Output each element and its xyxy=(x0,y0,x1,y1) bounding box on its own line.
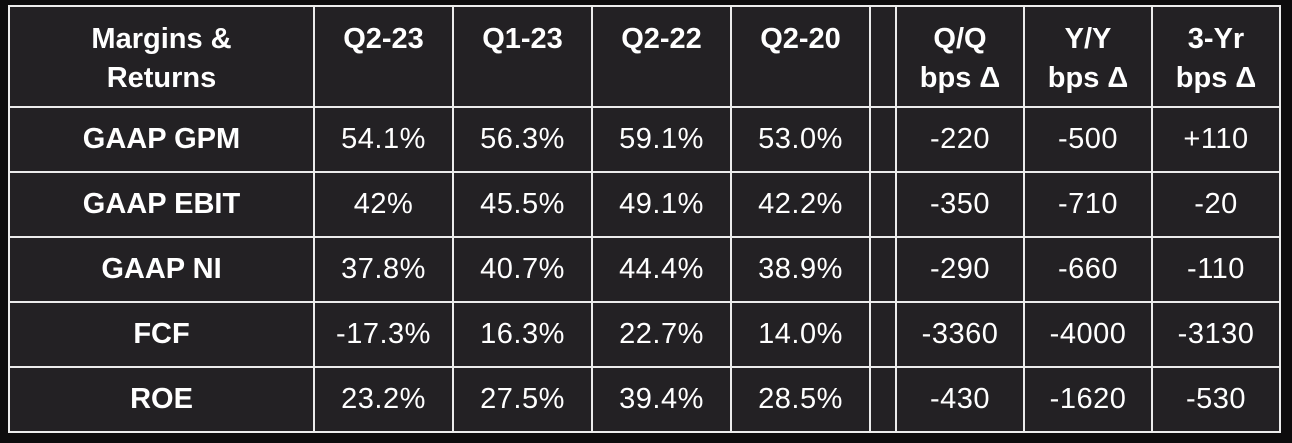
header-row: Margins & Returns Q2-23 Q1-23 Q2-22 Q2-2… xyxy=(8,5,1281,108)
cell-delta: -350 xyxy=(895,171,1025,238)
cell-value: 38.9% xyxy=(730,236,871,303)
row-label: GAAP NI xyxy=(8,236,315,303)
cell-delta: -110 xyxy=(1151,236,1281,303)
cell-value: 22.7% xyxy=(591,301,732,368)
margins-returns-table: Margins & Returns Q2-23 Q1-23 Q2-22 Q2-2… xyxy=(8,5,1281,433)
cell-value: 59.1% xyxy=(591,106,732,173)
cell-delta: -530 xyxy=(1151,366,1281,433)
cell-value: 54.1% xyxy=(313,106,454,173)
cell-delta: -500 xyxy=(1023,106,1153,173)
cell-value: 27.5% xyxy=(452,366,593,433)
row-label: GAAP GPM xyxy=(8,106,315,173)
cell-delta: -3130 xyxy=(1151,301,1281,368)
header-q1-23: Q1-23 xyxy=(452,5,593,108)
header-3yr-bps-delta: 3-Yr bps Δ xyxy=(1151,5,1281,108)
table-row-gaap-ebit: GAAP EBIT 42% 45.5% 49.1% 42.2% -350 -71… xyxy=(8,171,1281,238)
row-label: FCF xyxy=(8,301,315,368)
cell-value: 28.5% xyxy=(730,366,871,433)
table-container: Margins & Returns Q2-23 Q1-23 Q2-22 Q2-2… xyxy=(8,5,1281,433)
cell-delta: -430 xyxy=(895,366,1025,433)
cell-delta: -1620 xyxy=(1023,366,1153,433)
header-q2-23: Q2-23 xyxy=(313,5,454,108)
table-row-gaap-gpm: GAAP GPM 54.1% 56.3% 59.1% 53.0% -220 -5… xyxy=(8,106,1281,173)
spacer-cell xyxy=(869,106,897,173)
spacer-cell xyxy=(869,236,897,303)
cell-value: 44.4% xyxy=(591,236,732,303)
cell-value: 42.2% xyxy=(730,171,871,238)
cell-value: 39.4% xyxy=(591,366,732,433)
cell-value: 42% xyxy=(313,171,454,238)
cell-value: 37.8% xyxy=(313,236,454,303)
cell-value: 16.3% xyxy=(452,301,593,368)
spacer-cell xyxy=(869,5,897,108)
spacer-cell xyxy=(869,171,897,238)
header-qq-bps-delta: Q/Q bps Δ xyxy=(895,5,1025,108)
cell-delta: -4000 xyxy=(1023,301,1153,368)
cell-delta: -290 xyxy=(895,236,1025,303)
cell-delta: -660 xyxy=(1023,236,1153,303)
row-label: ROE xyxy=(8,366,315,433)
cell-delta: +110 xyxy=(1151,106,1281,173)
header-margins-returns: Margins & Returns xyxy=(8,5,315,108)
cell-value: 56.3% xyxy=(452,106,593,173)
row-label: GAAP EBIT xyxy=(8,171,315,238)
cell-value: 23.2% xyxy=(313,366,454,433)
cell-value: 14.0% xyxy=(730,301,871,368)
cell-value: 45.5% xyxy=(452,171,593,238)
cell-delta: -710 xyxy=(1023,171,1153,238)
table-row-fcf: FCF -17.3% 16.3% 22.7% 14.0% -3360 -4000… xyxy=(8,301,1281,368)
spacer-cell xyxy=(869,366,897,433)
table-row-roe: ROE 23.2% 27.5% 39.4% 28.5% -430 -1620 -… xyxy=(8,366,1281,433)
spacer-cell xyxy=(869,301,897,368)
cell-value: 49.1% xyxy=(591,171,732,238)
cell-value: 53.0% xyxy=(730,106,871,173)
header-q2-22: Q2-22 xyxy=(591,5,732,108)
header-yy-bps-delta: Y/Y bps Δ xyxy=(1023,5,1153,108)
header-q2-20: Q2-20 xyxy=(730,5,871,108)
cell-delta: -20 xyxy=(1151,171,1281,238)
cell-value: 40.7% xyxy=(452,236,593,303)
cell-delta: -3360 xyxy=(895,301,1025,368)
cell-delta: -220 xyxy=(895,106,1025,173)
table-row-gaap-ni: GAAP NI 37.8% 40.7% 44.4% 38.9% -290 -66… xyxy=(8,236,1281,303)
cell-value: -17.3% xyxy=(313,301,454,368)
